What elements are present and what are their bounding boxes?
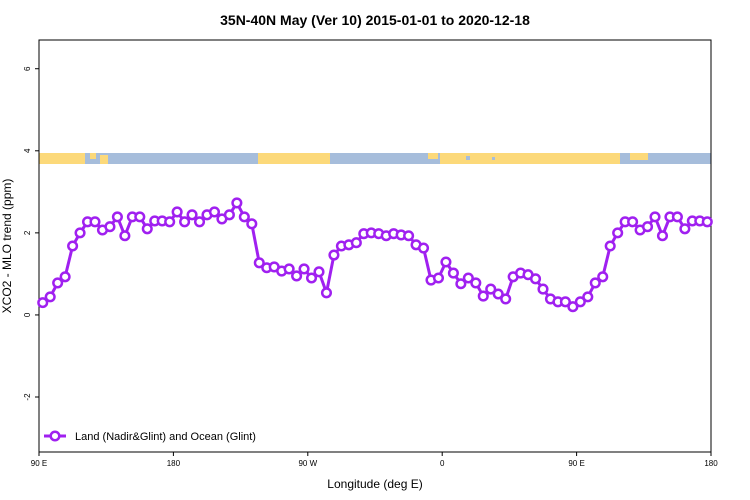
data-point xyxy=(440,256,452,268)
data-point xyxy=(432,272,445,284)
y-tick-label: 0 xyxy=(23,312,32,317)
data-point xyxy=(59,271,71,283)
data-point xyxy=(179,216,191,228)
data-point xyxy=(597,271,609,283)
land-ocean-band xyxy=(39,153,711,164)
data-point xyxy=(208,206,221,218)
data-point xyxy=(320,287,333,299)
data-point xyxy=(186,209,198,221)
data-point xyxy=(283,263,295,275)
data-point xyxy=(574,296,586,308)
data-point xyxy=(582,291,594,303)
x-tick-label: 90 W xyxy=(298,459,317,468)
data-point xyxy=(223,209,235,221)
data-point xyxy=(171,206,183,218)
y-tick-label: -2 xyxy=(23,393,32,401)
data-point xyxy=(627,216,639,228)
data-point xyxy=(111,211,123,223)
data-point xyxy=(104,221,116,233)
data-point xyxy=(701,216,713,228)
data-point xyxy=(298,263,310,275)
data-point xyxy=(134,211,146,223)
data-point xyxy=(141,223,153,235)
data-point xyxy=(246,218,258,230)
data-point xyxy=(447,267,459,279)
data-point xyxy=(679,223,691,235)
data-point xyxy=(417,242,430,254)
data-point xyxy=(612,227,624,239)
x-tick-label: 90 E xyxy=(568,459,584,468)
data-point xyxy=(193,216,206,228)
x-tick-label: 0 xyxy=(440,459,445,468)
data-point xyxy=(328,249,340,261)
data-point xyxy=(164,216,176,228)
x-tick-label: 180 xyxy=(704,459,718,468)
data-point xyxy=(253,257,265,269)
data-point xyxy=(559,296,571,308)
data-point xyxy=(641,221,654,233)
y-tick-label: 2 xyxy=(23,230,32,235)
data-point xyxy=(455,278,467,290)
data-point xyxy=(477,290,489,302)
y-tick-label: 6 xyxy=(23,66,32,71)
data-point xyxy=(462,272,474,284)
data-point xyxy=(529,273,542,285)
data-point xyxy=(671,211,683,223)
data-point xyxy=(37,297,49,309)
y-axis-label: XCO2 - MLO trend (ppm) xyxy=(0,179,14,314)
data-point xyxy=(500,293,512,305)
data-point xyxy=(492,288,504,300)
legend-marker xyxy=(49,430,61,442)
data-point xyxy=(656,230,669,242)
data-point xyxy=(567,301,579,313)
legend-label: Land (Nadir&Glint) and Ocean (Glint) xyxy=(75,431,256,443)
data-point xyxy=(470,277,482,289)
data-point xyxy=(485,283,497,295)
data-point xyxy=(589,277,601,289)
data-point xyxy=(44,291,56,303)
x-tick-label: 90 E xyxy=(31,459,47,468)
data-point xyxy=(231,197,243,209)
data-point xyxy=(305,272,318,284)
data-point xyxy=(52,277,64,289)
data-point xyxy=(537,283,549,295)
x-tick-label: 180 xyxy=(167,459,181,468)
data-point xyxy=(89,216,101,228)
plot-frame xyxy=(38,39,712,453)
data-point xyxy=(238,211,250,223)
data-point xyxy=(291,270,303,282)
data-point xyxy=(403,230,415,242)
x-axis-label: Longitude (deg E) xyxy=(327,477,422,491)
data-point xyxy=(604,240,616,252)
data-point xyxy=(649,211,661,223)
data-point xyxy=(313,266,325,278)
data-point xyxy=(74,227,86,239)
data-point xyxy=(119,230,131,242)
data-point xyxy=(67,240,79,252)
chart-title: 35N-40N May (Ver 10) 2015-01-01 to 2020-… xyxy=(220,12,530,28)
y-tick-label: 4 xyxy=(23,148,32,153)
data-point xyxy=(350,237,362,249)
